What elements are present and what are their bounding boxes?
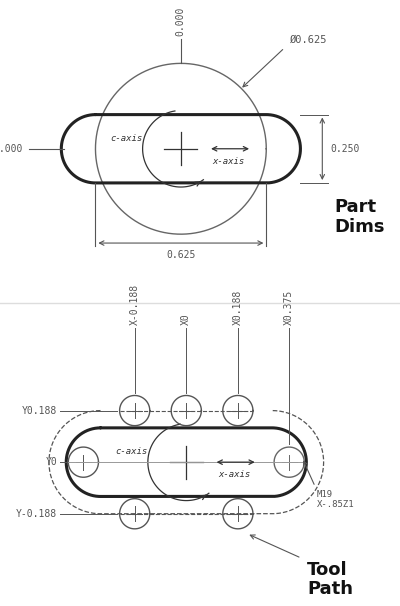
Text: 0.250: 0.250 — [330, 144, 360, 154]
Text: x-axis: x-axis — [212, 157, 245, 166]
Text: 0.625: 0.625 — [166, 250, 196, 260]
Text: Tool
Path: Tool Path — [307, 561, 353, 598]
Text: Y0.188: Y0.188 — [22, 405, 57, 416]
Text: Part
Dims: Part Dims — [334, 198, 384, 236]
Text: 0.000: 0.000 — [0, 144, 23, 154]
Text: 0.000: 0.000 — [176, 7, 186, 36]
Text: Y-0.188: Y-0.188 — [16, 509, 57, 519]
Text: c-axis: c-axis — [115, 447, 148, 456]
Text: Ø0.625: Ø0.625 — [290, 35, 328, 45]
Text: M19
X-.85Z1: M19 X-.85Z1 — [317, 490, 354, 509]
Text: x-axis: x-axis — [218, 470, 250, 479]
Text: X0.188: X0.188 — [233, 290, 243, 325]
Text: X-0.188: X-0.188 — [130, 284, 140, 325]
Text: X0: X0 — [181, 313, 191, 325]
Text: X0.375: X0.375 — [284, 290, 294, 325]
Text: Y0: Y0 — [46, 457, 57, 467]
Text: c-axis: c-axis — [110, 133, 142, 142]
